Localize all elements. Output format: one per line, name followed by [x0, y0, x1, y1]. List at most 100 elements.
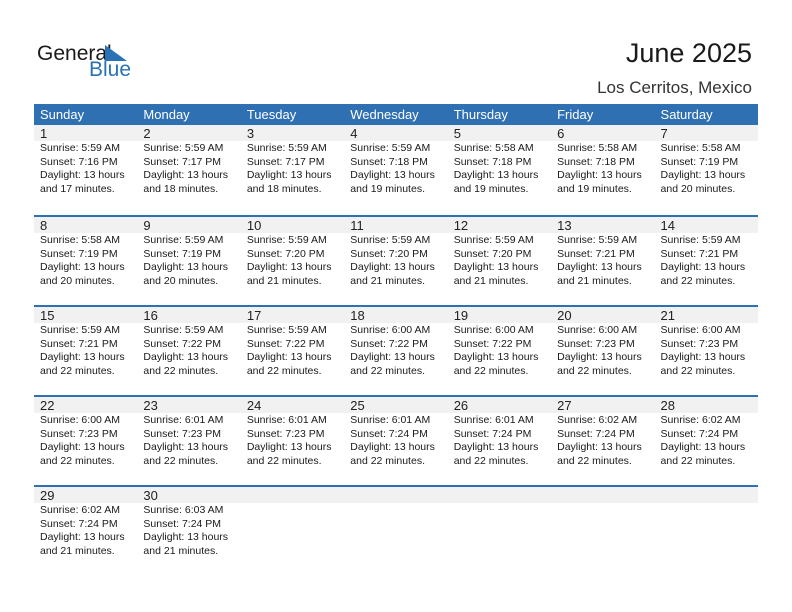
day-info: Sunrise: 5:59 AM Sunset: 7:21 PM Daylight:…	[661, 234, 758, 288]
day-number: 29	[40, 488, 55, 503]
day-info: Sunrise: 5:59 AM Sunset: 7:16 PM Daylight:…	[40, 142, 137, 196]
day-info: Sunrise: 6:00 AM Sunset: 7:22 PM Daylight:…	[454, 324, 551, 378]
day-info: Sunrise: 5:59 AM Sunset: 7:20 PM Daylight:…	[454, 234, 551, 288]
sunrise-text: Sunrise: 6:00 AM	[557, 324, 638, 336]
daylight-text: and 22 minutes.	[143, 454, 219, 467]
day-cell: 8 Sunrise: 5:58 AM Sunset: 7:19 PM Daylight…	[34, 217, 137, 305]
weekday-friday: Friday	[557, 107, 594, 122]
daylight-text: and 21 minutes.	[350, 274, 425, 287]
daylight-text: and 22 minutes.	[660, 364, 736, 377]
day-cell: 16 Sunrise: 5:59 AM Sunset: 7:22 PM Dayligh…	[137, 307, 240, 395]
day-cell: 20 Sunrise: 6:00 AM Sunset: 7:23 PM Dayligh…	[551, 307, 654, 395]
daylight-text: and 17 minutes.	[40, 182, 115, 195]
sunset-text: Sunset: 7:19 PM	[40, 247, 118, 260]
weekday-sunday: Sunday	[40, 107, 85, 122]
location: Los Cerritos, Mexico	[597, 78, 752, 97]
day-info: Sunrise: 5:59 AM Sunset: 7:22 PM Daylight:…	[247, 324, 344, 378]
day-number: 5	[453, 126, 461, 141]
daylight-text: Daylight: 13 hours	[350, 351, 435, 363]
calendar: Sunday Monday Tuesday Wednesday Thursday…	[34, 104, 758, 575]
week-row: 22 Sunrise: 6:00 AM Sunset: 7:23 PM Dayligh…	[34, 395, 758, 485]
day-number: 9	[143, 218, 151, 233]
daylight-text: Daylight: 13 hours	[453, 441, 539, 453]
daylight-text: and 20 minutes.	[660, 182, 736, 195]
sunrise-text: Sunrise: 6:03 AM	[143, 504, 224, 516]
daylight-text: Daylight: 13 hours	[40, 531, 125, 543]
day-number: 22	[40, 398, 55, 413]
daylight-text: and 22 minutes.	[143, 364, 219, 377]
day-number-band	[34, 397, 758, 413]
day-info: Sunrise: 5:58 AM Sunset: 7:18 PM Daylight:…	[454, 142, 551, 196]
daylight-text: and 18 minutes.	[143, 182, 219, 195]
daylight-text: Daylight: 13 hours	[246, 169, 332, 181]
day-info: Sunrise: 5:58 AM Sunset: 7:19 PM Daylight:…	[661, 142, 758, 196]
day-cell: 21 Sunrise: 6:00 AM Sunset: 7:23 PM Dayligh…	[655, 307, 758, 395]
day-number-band	[34, 487, 758, 503]
day-info: Sunrise: 5:59 AM Sunset: 7:18 PM Daylight:…	[350, 142, 447, 196]
daylight-text: and 22 minutes.	[453, 364, 529, 377]
day-cell: 7 Sunrise: 5:58 AM Sunset: 7:19 PM Daylight…	[655, 125, 758, 215]
sunset-text: Sunset: 7:20 PM	[453, 247, 532, 260]
daylight-text: Daylight: 13 hours	[40, 261, 125, 273]
sunrise-text: Sunrise: 6:01 AM	[453, 414, 534, 426]
daylight-text: Daylight: 13 hours	[40, 351, 125, 363]
day-cell: 4 Sunrise: 5:59 AM Sunset: 7:18 PM Daylight…	[344, 125, 447, 215]
weekday-header: Sunday Monday Tuesday Wednesday Thursday…	[34, 104, 758, 125]
day-cell: 30 Sunrise: 6:03 AM Sunset: 7:24 PM Dayligh…	[137, 487, 240, 575]
daylight-text: and 22 minutes.	[350, 364, 425, 377]
day-info: Sunrise: 6:02 AM Sunset: 7:24 PM Daylight:…	[557, 414, 654, 468]
sunset-text: Sunset: 7:21 PM	[40, 337, 118, 350]
day-info: Sunrise: 6:01 AM Sunset: 7:24 PM Daylight:…	[454, 414, 551, 468]
sunset-text: Sunset: 7:19 PM	[143, 247, 222, 260]
daylight-text: and 22 minutes.	[453, 454, 529, 467]
day-cell: 18 Sunrise: 6:00 AM Sunset: 7:22 PM Dayligh…	[344, 307, 447, 395]
daylight-text: and 22 minutes.	[557, 364, 632, 377]
day-number: 26	[453, 398, 469, 413]
sunset-text: Sunset: 7:22 PM	[246, 337, 325, 350]
day-info: Sunrise: 5:59 AM Sunset: 7:17 PM Daylight:…	[143, 142, 240, 196]
day-number: 24	[246, 398, 262, 413]
week-row: 8 Sunrise: 5:58 AM Sunset: 7:19 PM Daylight…	[34, 215, 758, 305]
sunset-text: Sunset: 7:17 PM	[143, 155, 222, 168]
day-number: 25	[350, 398, 365, 413]
day-number: 17	[246, 308, 262, 323]
day-number: 30	[143, 488, 158, 503]
sunset-text: Sunset: 7:20 PM	[246, 247, 325, 260]
day-cell: 11 Sunrise: 5:59 AM Sunset: 7:20 PM Dayligh…	[344, 217, 447, 305]
daylight-text: and 22 minutes.	[350, 454, 425, 467]
sunrise-text: Sunrise: 6:02 AM	[557, 414, 638, 426]
sunrise-text: Sunrise: 5:59 AM	[557, 234, 638, 246]
weekday-wednesday: Wednesday	[350, 107, 419, 122]
empty-cell	[241, 487, 344, 575]
day-cell: 28 Sunrise: 6:02 AM Sunset: 7:24 PM Dayligh…	[655, 397, 758, 485]
sunrise-text: Sunrise: 5:59 AM	[453, 234, 534, 246]
day-number: 27	[557, 398, 572, 413]
sunset-text: Sunset: 7:23 PM	[246, 427, 325, 440]
sunset-text: Sunset: 7:21 PM	[557, 247, 635, 260]
sunset-text: Sunset: 7:23 PM	[557, 337, 635, 350]
sunset-text: Sunset: 7:21 PM	[660, 247, 739, 260]
sunrise-text: Sunrise: 5:59 AM	[660, 234, 741, 246]
sunrise-text: Sunrise: 6:02 AM	[40, 504, 120, 516]
sunrise-text: Sunrise: 5:59 AM	[143, 324, 224, 336]
daylight-text: and 19 minutes.	[453, 182, 529, 195]
day-cell: 5 Sunrise: 5:58 AM Sunset: 7:18 PM Daylight…	[448, 125, 551, 215]
sunset-text: Sunset: 7:22 PM	[350, 337, 428, 350]
day-cell: 26 Sunrise: 6:01 AM Sunset: 7:24 PM Dayligh…	[448, 397, 551, 485]
daylight-text: and 22 minutes.	[557, 454, 632, 467]
empty-cell	[344, 487, 447, 575]
day-number: 18	[350, 308, 365, 323]
daylight-text: Daylight: 13 hours	[246, 351, 332, 363]
daylight-text: Daylight: 13 hours	[246, 441, 332, 453]
day-info: Sunrise: 6:01 AM Sunset: 7:23 PM Daylight:…	[247, 414, 344, 468]
daylight-text: Daylight: 13 hours	[350, 169, 435, 181]
sunrise-text: Sunrise: 6:02 AM	[660, 414, 741, 426]
day-info: Sunrise: 5:59 AM Sunset: 7:19 PM Daylight:…	[143, 234, 240, 288]
daylight-text: Daylight: 13 hours	[453, 169, 539, 181]
daylight-text: and 22 minutes.	[40, 364, 115, 377]
weekday-saturday: Saturday	[660, 107, 713, 122]
empty-cell	[551, 487, 654, 575]
daylight-text: Daylight: 13 hours	[246, 261, 332, 273]
sunset-text: Sunset: 7:23 PM	[40, 427, 118, 440]
sunset-text: Sunset: 7:23 PM	[143, 427, 222, 440]
